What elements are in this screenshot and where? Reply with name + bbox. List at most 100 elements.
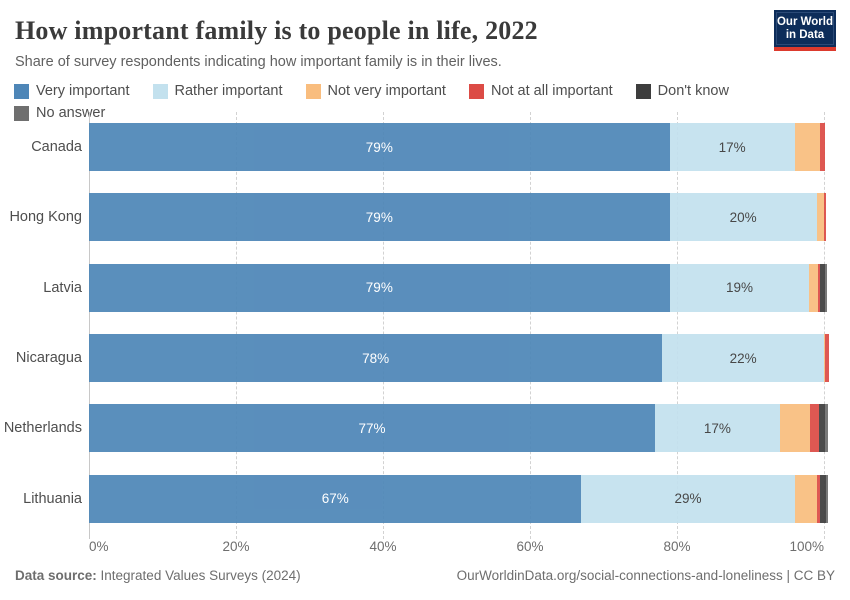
segment-value-label: 17% <box>718 139 746 155</box>
legend-label: Not at all important <box>490 83 613 99</box>
bar-segment-not_at_all[interactable] <box>810 404 819 453</box>
legend-swatch-dont_know <box>635 83 651 99</box>
legend-swatch-not_at_all <box>468 83 484 99</box>
x-tick-label-80: 80% <box>663 539 691 554</box>
stacked-bar: 78% 22% <box>89 334 830 383</box>
bar-segment-dont_know[interactable] <box>819 474 827 523</box>
bar-segment-no_answer[interactable] <box>824 404 828 453</box>
data-source-label: Data source: <box>15 568 97 583</box>
segment-value-label: 29% <box>674 491 702 507</box>
bar-segment-very[interactable]: 79% <box>89 263 670 312</box>
segment-value-label: 67% <box>321 491 349 507</box>
bar-segment-not_very[interactable] <box>779 404 810 453</box>
bar-rows: Canada 79% 17% Hong Kong 79% 20% Latvia 79% 19% N… <box>0 112 850 534</box>
x-tick-label-0: 0% <box>89 539 109 554</box>
legend: Very important Rather important Not very i… <box>14 83 814 121</box>
legend-swatch-rather <box>152 83 168 99</box>
legend-item-rather[interactable]: Rather important <box>152 83 283 99</box>
legend-item-no_answer[interactable]: No answer <box>14 105 105 121</box>
country-label[interactable]: Canada <box>31 139 82 156</box>
data-source-note: Data source: Integrated Values Surveys (… <box>15 568 301 583</box>
chart-subtitle: Share of survey respondents indicating h… <box>15 54 502 70</box>
plot-area <box>89 112 825 539</box>
x-tick-label-100: 100% <box>789 539 824 554</box>
bar-segment-very[interactable]: 78% <box>89 334 663 383</box>
legend-swatch-very <box>14 83 29 99</box>
chart-row-lithuania: Lithuania 67% 29% <box>0 464 850 534</box>
stacked-bar-chart: Canada 79% 17% Hong Kong 79% 20% Latvia 79% 19% N… <box>0 112 850 539</box>
bar-segment-very[interactable]: 67% <box>89 474 582 523</box>
gridline-20 <box>236 112 237 539</box>
chart-row-canada: Canada 79% 17% <box>0 112 850 182</box>
x-tick-label-40: 40% <box>369 539 397 554</box>
gridline-100 <box>824 112 825 539</box>
segment-value-label: 19% <box>725 280 753 296</box>
bar-segment-not_at_all[interactable] <box>818 263 820 312</box>
bar-segment-rather[interactable]: 17% <box>669 123 795 172</box>
country-label[interactable]: Latvia <box>43 279 82 296</box>
chart-row-hong-kong: Hong Kong 79% 20% <box>0 182 850 252</box>
country-label[interactable]: Lithuania <box>23 490 82 507</box>
y-axis-line <box>89 112 90 539</box>
bar-segment-rather[interactable]: 17% <box>654 404 780 453</box>
footer: Data source: Integrated Values Surveys (… <box>15 568 835 583</box>
country-label[interactable]: Hong Kong <box>9 209 82 226</box>
legend-label: No answer <box>36 105 106 121</box>
legend-label: Don't know <box>657 83 729 99</box>
bar-segment-rather[interactable]: 29% <box>581 474 795 523</box>
bar-segment-very[interactable]: 79% <box>89 193 670 242</box>
legend-item-very[interactable]: Very important <box>14 83 130 99</box>
gridline-80 <box>677 112 678 539</box>
bar-segment-very[interactable]: 79% <box>89 123 670 172</box>
credit-link[interactable]: OurWorldinData.org/social-connections-an… <box>456 568 835 583</box>
legend-item-dont_know[interactable]: Don't know <box>635 83 729 99</box>
stacked-bar: 67% 29% <box>89 474 828 523</box>
bar-segment-rather[interactable]: 19% <box>669 263 810 312</box>
gridline-40 <box>383 112 384 539</box>
segment-value-label: 79% <box>365 280 393 296</box>
bar-segment-rather[interactable]: 22% <box>662 334 824 383</box>
bar-segment-dont_know[interactable] <box>818 404 825 453</box>
segment-value-label: 17% <box>703 420 731 436</box>
legend-item-not_at_all[interactable]: Not at all important <box>468 83 613 99</box>
stacked-bar: 79% 17% <box>89 123 826 172</box>
legend-swatch-no_answer <box>14 105 29 121</box>
bar-segment-no_answer[interactable] <box>825 263 827 312</box>
bar-segment-no_answer[interactable] <box>826 474 828 523</box>
data-source-text: Integrated Values Surveys (2024) <box>96 568 301 583</box>
bar-segment-not_very[interactable] <box>809 263 819 312</box>
bar-segment-not_at_all[interactable] <box>825 334 830 383</box>
x-axis: 0% 20% 40% 60% 80% 100% <box>0 539 850 557</box>
bar-segment-very[interactable]: 77% <box>89 404 655 453</box>
legend-swatch-not_very <box>305 83 321 99</box>
segment-value-label: 79% <box>365 139 393 155</box>
bar-segment-dont_know[interactable] <box>819 263 826 312</box>
bar-segment-not_very[interactable] <box>794 474 818 523</box>
stacked-bar: 77% 17% <box>89 404 828 453</box>
bar-segment-not_at_all[interactable] <box>817 474 820 523</box>
legend-item-not_very[interactable]: Not very important <box>305 83 446 99</box>
x-tick-label-60: 60% <box>516 539 544 554</box>
bar-segment-rather[interactable]: 20% <box>669 193 817 242</box>
stacked-bar: 79% 19% <box>89 263 827 312</box>
bar-segment-not_at_all[interactable] <box>819 123 826 172</box>
legend-label: Rather important <box>174 83 283 99</box>
bar-segment-not_very[interactable] <box>823 334 826 383</box>
chart-row-latvia: Latvia 79% 19% <box>0 253 850 323</box>
bar-segment-not_very[interactable] <box>816 193 824 242</box>
country-label[interactable]: Netherlands <box>3 420 82 437</box>
segment-value-label: 77% <box>358 420 386 436</box>
owid-logo-line2: in Data <box>785 28 825 41</box>
segment-value-label: 78% <box>362 350 390 366</box>
legend-label: Very important <box>36 83 130 99</box>
segment-value-label: 22% <box>729 350 757 366</box>
bar-segment-not_very[interactable] <box>794 123 820 172</box>
country-label[interactable]: Nicaragua <box>15 350 82 367</box>
segment-value-label: 20% <box>729 209 757 225</box>
bar-segment-not_at_all[interactable] <box>823 193 826 242</box>
gridline-60 <box>530 112 531 539</box>
owid-logo-line1: Our World <box>776 15 833 28</box>
chart-row-nicaragua: Nicaragua 78% 22% <box>0 323 850 393</box>
owid-logo[interactable]: Our World in Data <box>774 10 836 51</box>
